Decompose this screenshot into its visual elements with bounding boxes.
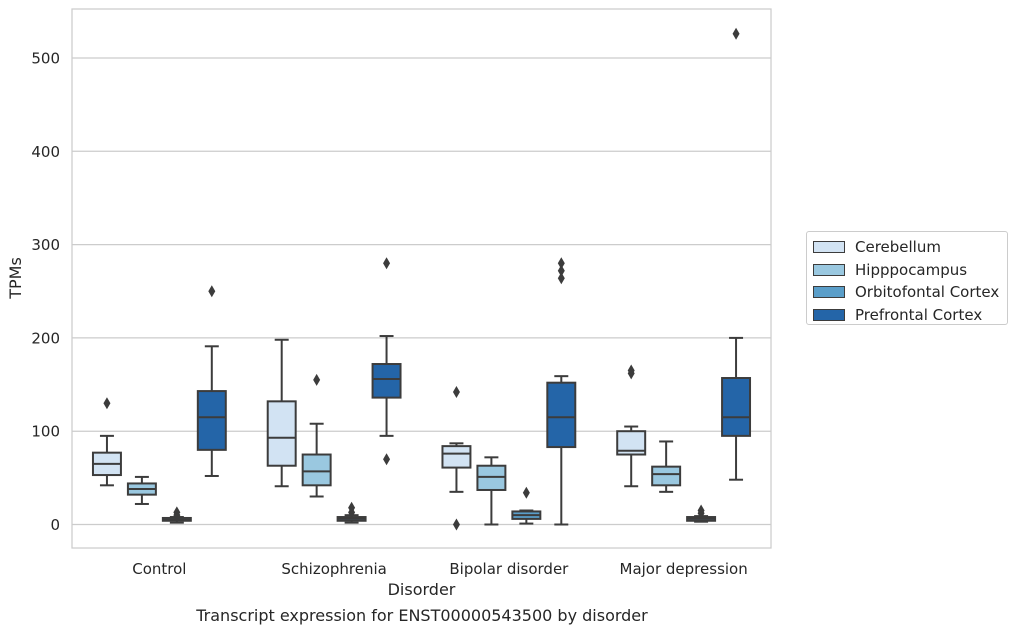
- box-cerebellum-0: [91, 397, 122, 487]
- outlier-point: [452, 386, 460, 399]
- legend-item-hippocampus: Hipppocampus: [807, 259, 1007, 282]
- y-tick-label: 200: [31, 329, 60, 347]
- outlier-point: [557, 264, 565, 277]
- box-iqr: [196, 390, 227, 451]
- y-tick-label: 0: [50, 516, 60, 534]
- x-tick-label: Major depression: [620, 560, 748, 578]
- outlier-point: [103, 397, 111, 410]
- box-orbitofontal-cortex-2: [511, 486, 542, 525]
- legend-label-prefrontal: Prefrontal Cortex: [855, 305, 983, 324]
- outlier-point: [383, 453, 391, 466]
- legend-label-cerebellum: Cerebellum: [855, 238, 941, 257]
- legend-label-orbitofrontal: Orbitofontal Cortex: [855, 283, 1000, 302]
- box-iqr: [301, 453, 332, 487]
- legend-label-hippocampus: Hipppocampus: [855, 260, 968, 279]
- plot-area: [72, 9, 771, 548]
- x-tick-label: Bipolar disorder: [449, 560, 569, 578]
- outlier-point: [208, 285, 216, 298]
- box-iqr: [441, 445, 472, 469]
- chart-caption: Transcript expression for ENST0000054350…: [196, 606, 648, 625]
- x-tick-label: Control: [132, 560, 186, 578]
- box-hipppocampus-1: [301, 373, 332, 498]
- box-iqr: [651, 465, 682, 487]
- box-hipppocampus-0: [126, 475, 157, 505]
- box-cerebellum-3: [616, 364, 647, 488]
- box-orbitofontal-cortex-0: [161, 506, 192, 524]
- box-prefrontal-cortex-0: [196, 285, 227, 477]
- legend-swatch-cerebellum: [813, 241, 845, 254]
- box-iqr: [266, 400, 297, 467]
- box-cerebellum-1: [266, 338, 297, 488]
- outlier-point: [732, 27, 740, 40]
- outlier-point: [313, 373, 321, 386]
- legend-item-prefrontal: Prefrontal Cortex: [807, 304, 1007, 327]
- legend-item-cerebellum: Cerebellum: [807, 236, 1007, 259]
- y-tick-labels: 0 100 200 300 400 500: [31, 50, 60, 535]
- outlier-point: [452, 518, 460, 531]
- box-orbitofontal-cortex-3: [686, 504, 717, 523]
- legend-swatch-hippocampus: [813, 263, 845, 276]
- outlier-point: [348, 506, 356, 519]
- outlier-point: [697, 507, 705, 520]
- box-prefrontal-cortex-1: [371, 257, 402, 466]
- box-prefrontal-cortex-2: [546, 257, 577, 526]
- legend: Cerebellum Hipppocampus Orbitofontal Cor…: [806, 231, 1008, 325]
- y-tick-label: 500: [31, 50, 60, 68]
- y-tick-label: 300: [31, 236, 60, 254]
- legend-swatch-prefrontal: [813, 308, 845, 321]
- outlier-point: [383, 257, 391, 270]
- x-tick-labels: Control Schizophrenia Bipolar disorder Majo…: [132, 560, 747, 578]
- legend-swatch-orbitofrontal: [813, 286, 845, 299]
- y-tick-label: 400: [31, 143, 60, 161]
- outlier-point: [173, 509, 181, 522]
- y-axis-label: TPMs: [6, 257, 25, 300]
- legend-item-orbitofrontal: Orbitofontal Cortex: [807, 281, 1007, 304]
- y-tick-label: 100: [31, 423, 60, 441]
- outlier-point: [557, 272, 565, 285]
- box-cerebellum-2: [441, 386, 472, 531]
- outlier-point: [557, 257, 565, 270]
- outlier-point: [627, 364, 635, 377]
- box-iqr: [546, 381, 577, 449]
- box-iqr: [616, 430, 647, 456]
- grid-lines: [72, 57, 771, 526]
- outlier-point: [522, 486, 530, 499]
- box-series: [91, 27, 752, 531]
- plot-frame: [71, 8, 772, 549]
- box-iqr: [721, 377, 752, 437]
- box-prefrontal-cortex-3: [721, 27, 752, 481]
- box-iqr: [371, 363, 402, 399]
- box-hipppocampus-2: [476, 456, 507, 526]
- box-orbitofontal-cortex-1: [336, 501, 367, 524]
- x-axis-label: Disorder: [388, 580, 456, 599]
- x-tick-label: Schizophrenia: [281, 560, 386, 578]
- box-hipppocampus-3: [651, 440, 682, 493]
